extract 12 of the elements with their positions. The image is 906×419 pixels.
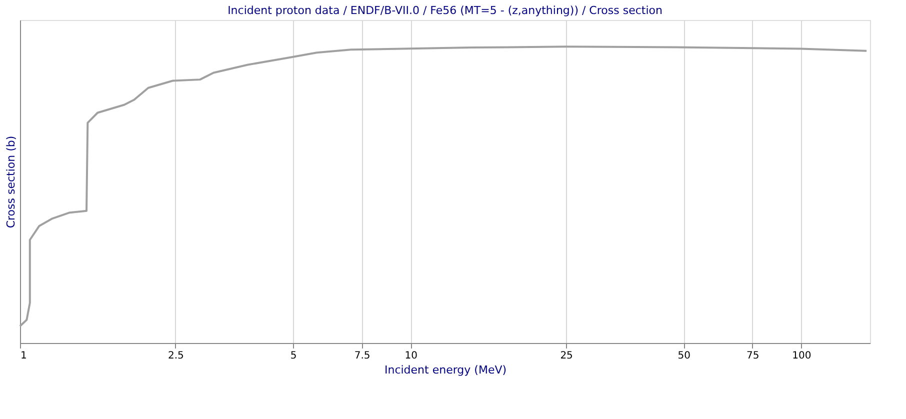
x-tick-label: 1 bbox=[20, 350, 27, 362]
x-tick-label: 10 bbox=[404, 350, 418, 362]
x-tick-label: 25 bbox=[560, 350, 573, 362]
x-tick-label: 5 bbox=[290, 350, 297, 362]
x-tick-label: 50 bbox=[678, 350, 690, 362]
x-tick-label: 7.5 bbox=[354, 350, 370, 362]
x-tick-label: 75 bbox=[746, 350, 760, 362]
x-axis-title: Incident energy (MeV) bbox=[384, 364, 507, 376]
x-tick-label: 2.5 bbox=[168, 350, 184, 362]
chart-title: Incident proton data / ENDF/B-VII.0 / Fe56 (MT=5 - (z,anything)) / Cross section bbox=[228, 4, 662, 17]
x-tick-label: 100 bbox=[792, 350, 812, 362]
y-axis-title: Cross section (b) bbox=[4, 136, 18, 228]
